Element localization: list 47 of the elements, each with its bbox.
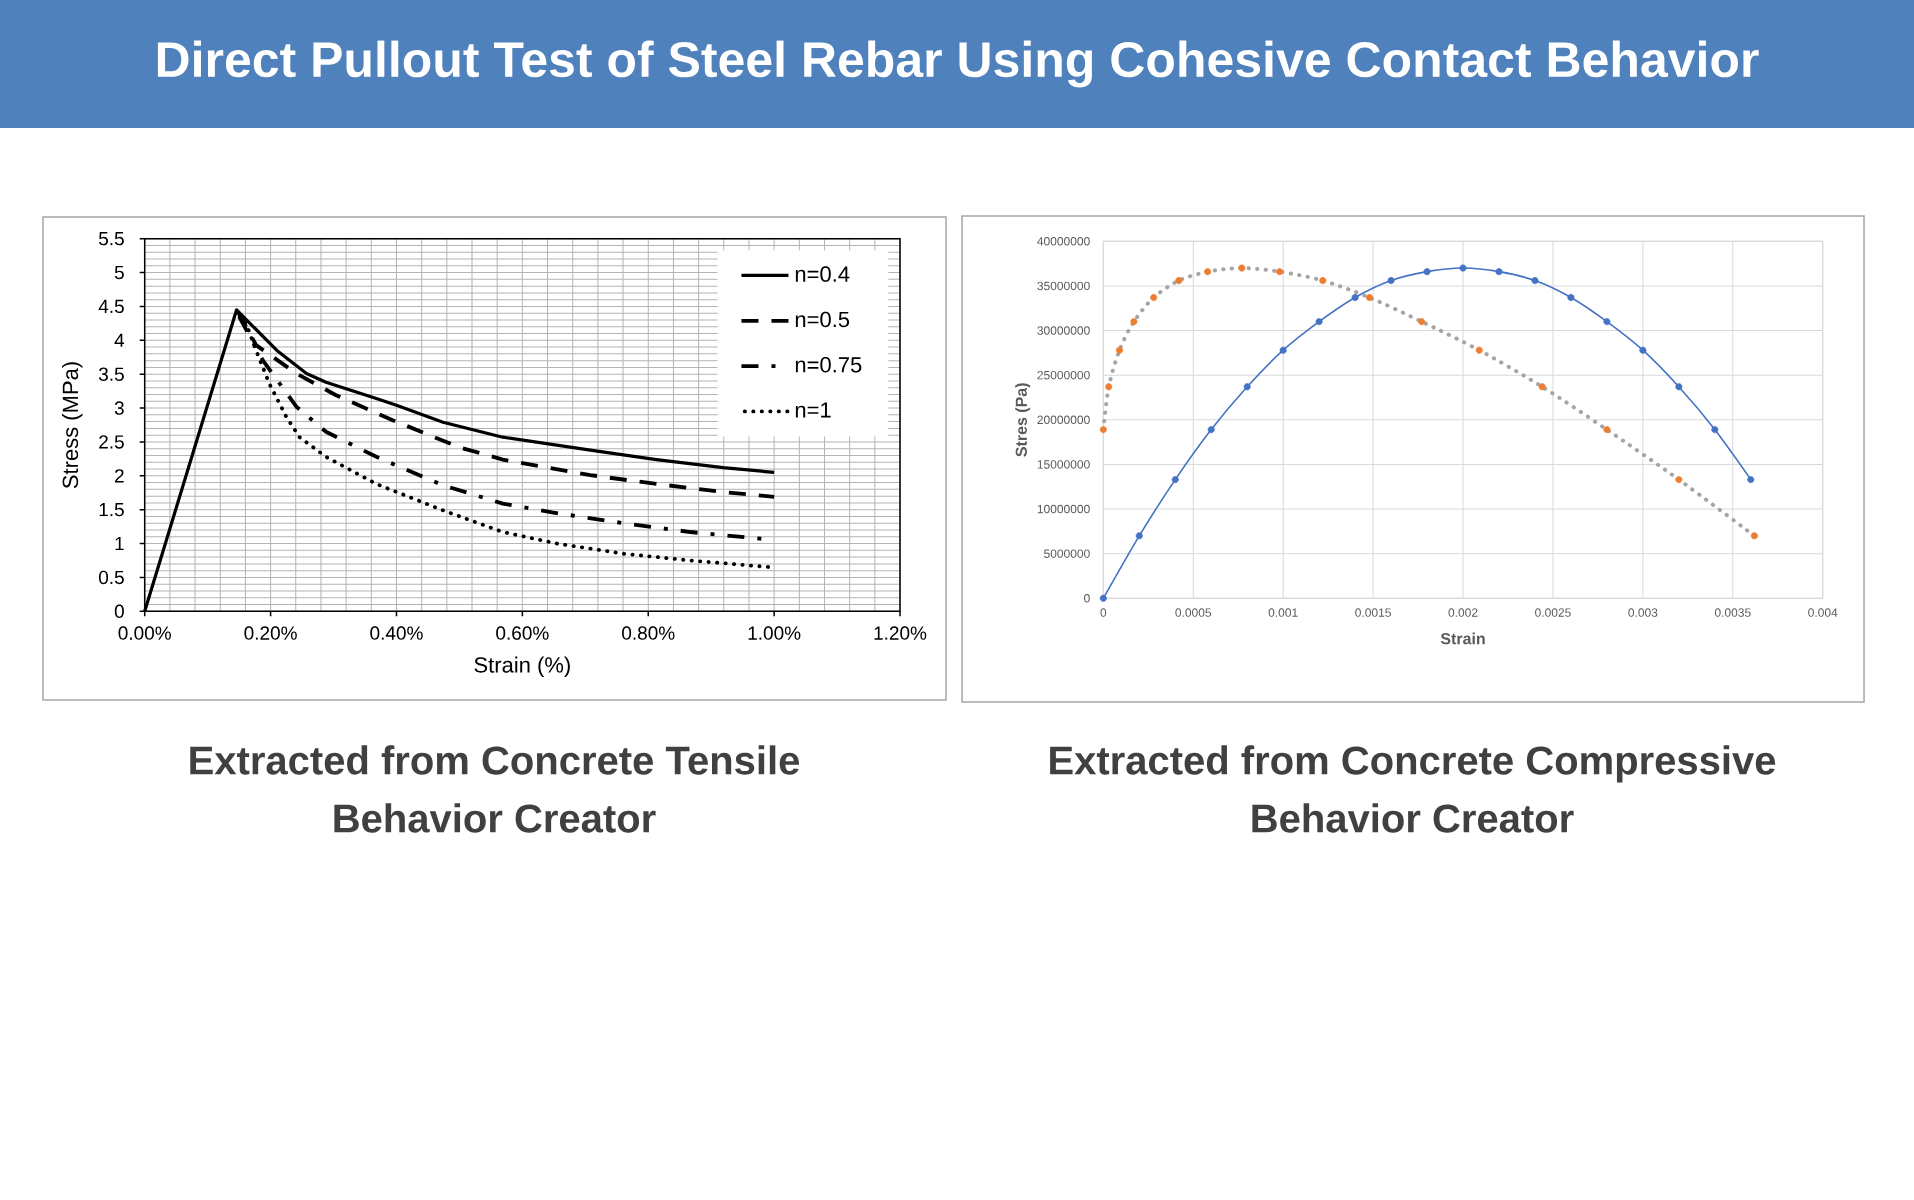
y-tick-label: 40000000 — [1037, 237, 1090, 246]
y-tick-label: 3.5 — [98, 367, 124, 381]
y-tick-label: 0 — [1084, 594, 1090, 603]
legend-label: n=1 — [795, 402, 831, 418]
text: Extracted from Concrete Compressive Behavior Creator — [1050, 745, 1776, 833]
y-tick-label: 4 — [114, 333, 125, 347]
x-tick-label: 0.0025 — [1535, 608, 1571, 617]
y-axis-title: Stress (MPa) — [62, 362, 83, 489]
y-tick-label: 15000000 — [1037, 460, 1090, 469]
x-axis-title: Strain — [1440, 632, 1485, 645]
x-tick-label: 0.80% — [622, 626, 675, 640]
x-tick-label: 0.003 — [1628, 608, 1658, 617]
y-tick-label: 5 — [114, 265, 124, 280]
text: Extracted from Concrete Tensile Behavior Creator — [190, 745, 800, 833]
y-tick-label: 2 — [115, 469, 124, 483]
y-tick-label: 2.5 — [99, 435, 124, 449]
x-tick-label: 0.0005 — [1175, 608, 1212, 617]
x-tick-label: 0.20% — [244, 626, 297, 640]
y-tick-label: 5.5 — [98, 232, 124, 246]
x-axis-title: Strain (%) — [474, 656, 570, 678]
x-tick-label: 0.002 — [1448, 608, 1478, 617]
x-tick-label: 0.40% — [370, 626, 423, 640]
y-tick-label: 1 — [115, 537, 124, 551]
x-tick-label: 0.0015 — [1355, 608, 1391, 617]
x-tick-label: 0.0035 — [1714, 608, 1751, 617]
y-tick-label: 10000000 — [1037, 504, 1090, 514]
y-tick-label: 5000000 — [1044, 549, 1090, 558]
y-tick-label: 4.5 — [98, 299, 124, 314]
y-tick-label: 35000000 — [1037, 281, 1090, 291]
x-tick-label: 0.00% — [118, 626, 171, 640]
legend-label: n=0.4 — [795, 266, 850, 282]
legend-label: n=0.5 — [795, 311, 850, 328]
y-tick-label: 30000000 — [1037, 326, 1090, 335]
x-tick-label: 0.60% — [496, 626, 549, 640]
x-tick-label: 1.00% — [748, 626, 801, 640]
y-tick-label: 25000000 — [1037, 370, 1090, 380]
y-tick-label: 1.5 — [99, 503, 124, 517]
x-tick-label: 0 — [1100, 608, 1107, 617]
y-tick-label: 20000000 — [1037, 415, 1090, 425]
x-tick-label: 0.004 — [1808, 608, 1838, 617]
y-tick-label: 0.5 — [98, 570, 124, 585]
y-axis-title: Stres (Pa) — [1015, 383, 1031, 457]
chart-title: Direct Pullout Test of Steel Rebar Using Cohesive Contact Behavior — [157, 40, 1759, 88]
x-tick-label: 0.001 — [1268, 608, 1298, 617]
y-tick-label: 3 — [114, 401, 124, 415]
legend-label: n=0.75 — [795, 357, 862, 373]
x-tick-label: 1.20% — [874, 626, 927, 640]
